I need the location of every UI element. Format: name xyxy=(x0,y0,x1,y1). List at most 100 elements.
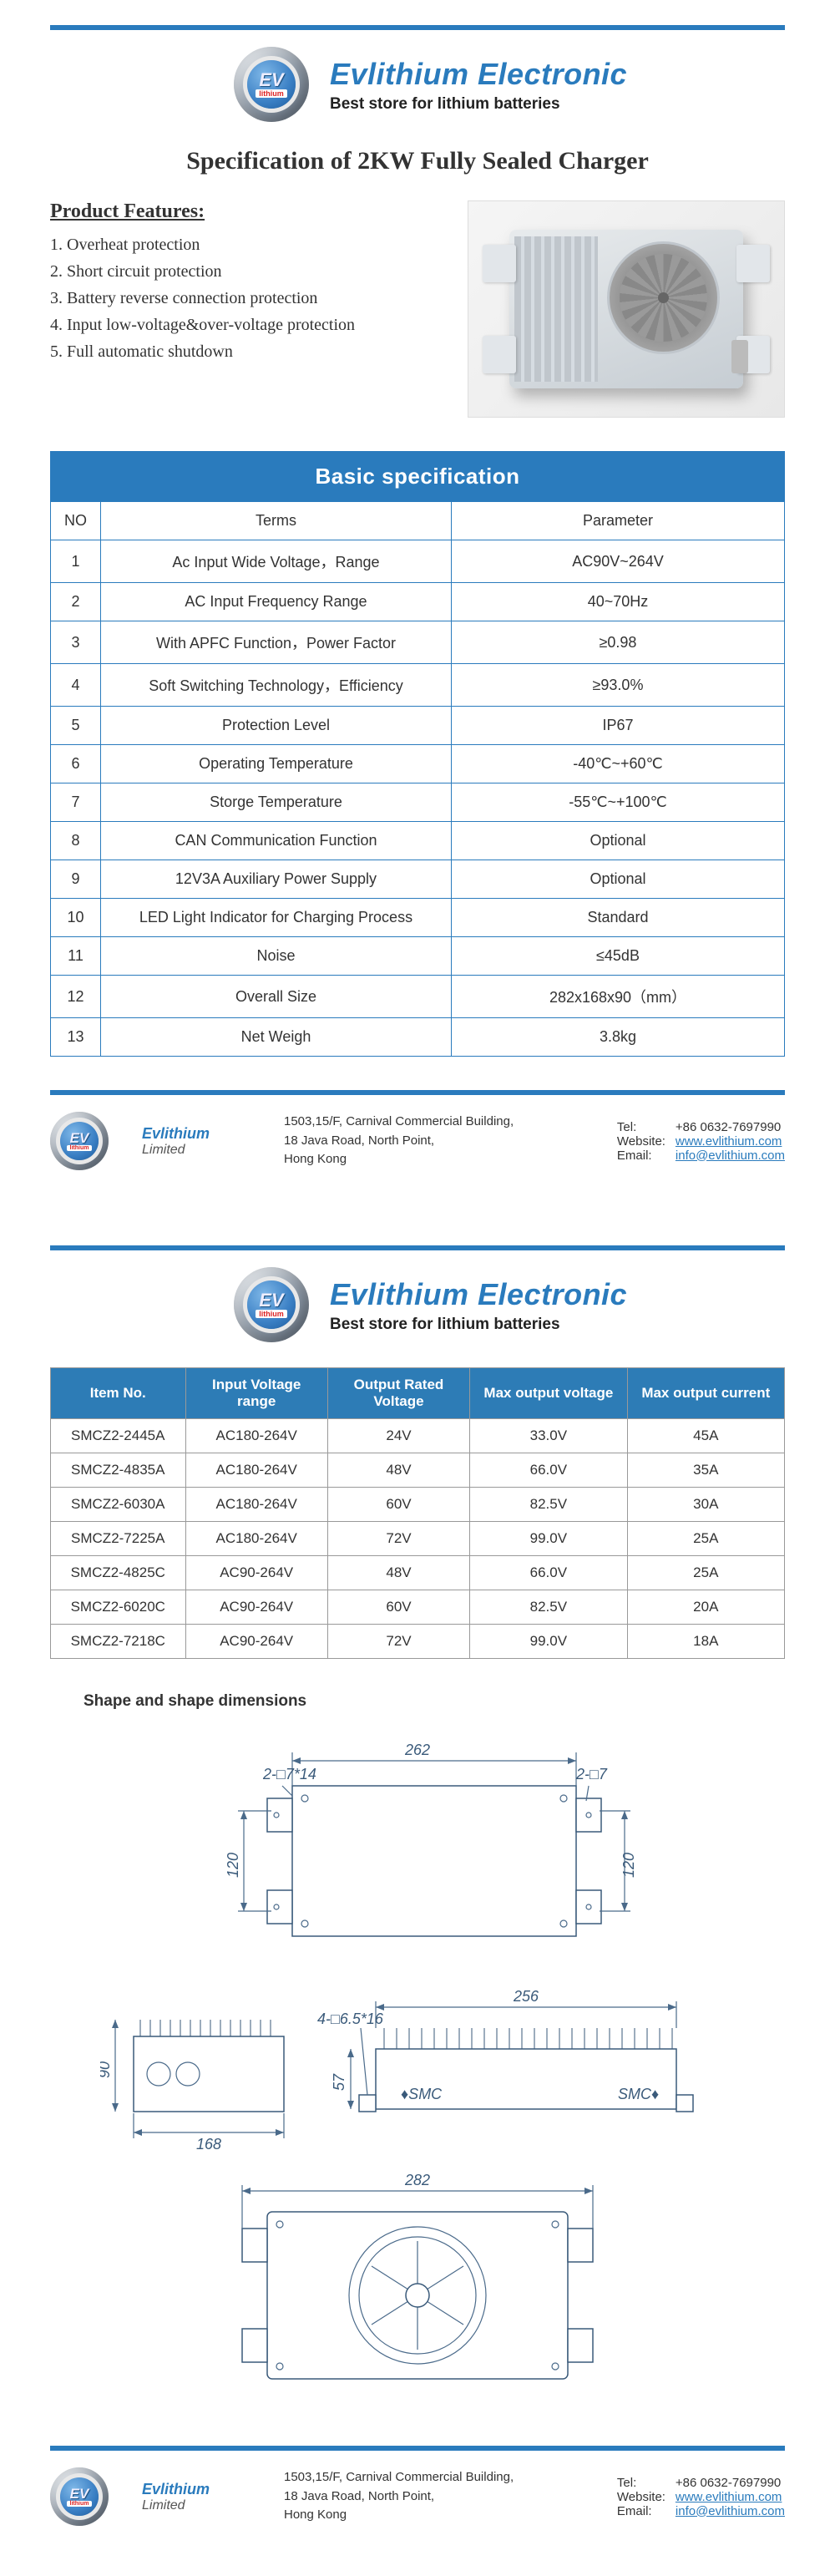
drawing-bottom-view: 282 xyxy=(184,2162,651,2412)
spec-cell-no: 4 xyxy=(51,664,101,707)
models-cell: AC180-264V xyxy=(185,1488,327,1522)
models-cell: AC180-264V xyxy=(185,1453,327,1488)
spec-cell-param: 3.8kg xyxy=(452,1018,785,1057)
footer-website-link[interactable]: www.evlithium.com xyxy=(676,1134,782,1149)
spec-row: 9 12V3A Auxiliary Power Supply Optional xyxy=(51,860,785,899)
models-cell: 99.0V xyxy=(470,1522,627,1556)
footer-logo: EV lithium xyxy=(50,1112,109,1170)
models-row: SMCZ2-7218CAC90-264V72V99.0V18A xyxy=(51,1625,785,1659)
models-cell: SMCZ2-7218C xyxy=(51,1625,186,1659)
spec-cell-param: 282x168x90（mm） xyxy=(452,976,785,1018)
dimension-drawings: 262 2-□7*14 2-□7 120 120 xyxy=(92,1727,743,2412)
logo-ev: EV xyxy=(259,71,283,89)
svg-text:168: 168 xyxy=(196,2136,221,2153)
spec-cell-no: 11 xyxy=(51,937,101,976)
spec-cell-no: 3 xyxy=(51,621,101,664)
svg-text:120: 120 xyxy=(620,1853,637,1878)
doc-title: Specification of 2KW Fully Sealed Charge… xyxy=(50,147,785,175)
feature-item: 2. Short circuit protection xyxy=(50,258,434,285)
svg-text:256: 256 xyxy=(513,1988,539,2005)
models-cell: SMCZ2-6020C xyxy=(51,1590,186,1625)
spec-cell-no: 9 xyxy=(51,860,101,899)
spec-cell-no: 5 xyxy=(51,707,101,745)
models-cell: 48V xyxy=(327,1453,469,1488)
models-cell: SMCZ2-4825C xyxy=(51,1556,186,1590)
footer-limited: Limited xyxy=(142,1143,250,1158)
models-cell: 72V xyxy=(327,1522,469,1556)
models-cell: 33.0V xyxy=(470,1419,627,1453)
spec-cell-term: Net Weigh xyxy=(101,1018,452,1057)
spec-row: 8 CAN Communication Function Optional xyxy=(51,822,785,860)
svg-text:120: 120 xyxy=(225,1853,241,1878)
footer-brand: Evlithium xyxy=(142,1125,250,1143)
spec-cell-term: LED Light Indicator for Charging Process xyxy=(101,899,452,937)
models-cell: 82.5V xyxy=(470,1488,627,1522)
models-cell: 60V xyxy=(327,1590,469,1625)
spec-row: 2 AC Input Frequency Range 40~70Hz xyxy=(51,583,785,621)
models-cell: SMCZ2-6030A xyxy=(51,1488,186,1522)
brand-title: Evlithium Electronic xyxy=(330,1277,627,1312)
features-list: 1. Overheat protection 2. Short circuit … xyxy=(50,231,434,365)
spec-cell-no: 12 xyxy=(51,976,101,1018)
spec-head-no: NO xyxy=(51,502,101,540)
shape-title: Shape and shape dimensions xyxy=(84,1692,785,1711)
spec-row: 6 Operating Temperature -40℃~+60℃ xyxy=(51,745,785,783)
spec-cell-no: 2 xyxy=(51,583,101,621)
spec-cell-term: Soft Switching Technology，Efficiency xyxy=(101,664,452,707)
spec-cell-param: IP67 xyxy=(452,707,785,745)
spec-cell-param: 40~70Hz xyxy=(452,583,785,621)
footer-email-link[interactable]: info@evlithium.com xyxy=(676,1149,785,1163)
models-cell: 72V xyxy=(327,1625,469,1659)
models-cell: SMCZ2-7225A xyxy=(51,1522,186,1556)
svg-text:57: 57 xyxy=(331,2073,347,2091)
svg-text:2-□7: 2-□7 xyxy=(575,1766,608,1782)
models-cell: 20A xyxy=(627,1590,784,1625)
models-cell: AC90-264V xyxy=(185,1590,327,1625)
spec-table: Basic specification NO Terms Parameter 1… xyxy=(50,451,785,1057)
models-cell: SMCZ2-2445A xyxy=(51,1419,186,1453)
brand-title: Evlithium Electronic xyxy=(330,57,627,92)
spec-cell-param: -40℃~+60℃ xyxy=(452,745,785,783)
models-cell: AC180-264V xyxy=(185,1419,327,1453)
models-row: SMCZ2-2445AAC180-264V24V33.0V45A xyxy=(51,1419,785,1453)
brand-logo: EV lithium xyxy=(234,47,309,122)
footer-website-link[interactable]: www.evlithium.com xyxy=(676,2490,782,2504)
spec-cell-term: 12V3A Auxiliary Power Supply xyxy=(101,860,452,899)
top-rule xyxy=(50,25,785,30)
spec-cell-no: 7 xyxy=(51,783,101,822)
spec-row: 1 Ac Input Wide Voltage，Range AC90V~264V xyxy=(51,540,785,583)
drawing-side-front: 90 168 ♦SMC xyxy=(100,1978,735,2162)
models-cell: 66.0V xyxy=(470,1453,627,1488)
spec-cell-term: Ac Input Wide Voltage，Range xyxy=(101,540,452,583)
product-photo xyxy=(468,200,785,418)
spec-cell-no: 13 xyxy=(51,1018,101,1057)
models-cell: 18A xyxy=(627,1625,784,1659)
spec-row: 4 Soft Switching Technology，Efficiency ≥… xyxy=(51,664,785,707)
footer-address: 1503,15/F, Carnival Commercial Building,… xyxy=(284,1113,514,1169)
spec-cell-param: -55℃~+100℃ xyxy=(452,783,785,822)
models-cell: AC90-264V xyxy=(185,1625,327,1659)
models-row: SMCZ2-6020CAC90-264V60V82.5V20A xyxy=(51,1590,785,1625)
models-head-cell: Output Rated Voltage xyxy=(327,1368,469,1419)
footer-email-link[interactable]: info@evlithium.com xyxy=(676,2504,785,2518)
models-cell: 48V xyxy=(327,1556,469,1590)
spec-cell-term: Noise xyxy=(101,937,452,976)
svg-text:282: 282 xyxy=(404,2172,430,2188)
svg-text:SMC♦: SMC♦ xyxy=(618,2086,659,2102)
spec-cell-param: ≤45dB xyxy=(452,937,785,976)
models-head-cell: Input Voltage range xyxy=(185,1368,327,1419)
spec-cell-term: AC Input Frequency Range xyxy=(101,583,452,621)
spec-row: 5 Protection Level IP67 xyxy=(51,707,785,745)
spec-row: 11 Noise ≤45dB xyxy=(51,937,785,976)
spec-cell-param: Standard xyxy=(452,899,785,937)
models-row: SMCZ2-4825CAC90-264V48V66.0V25A xyxy=(51,1556,785,1590)
svg-text:262: 262 xyxy=(404,1742,430,1758)
models-row: SMCZ2-4835AAC180-264V48V66.0V35A xyxy=(51,1453,785,1488)
footer-logo: EV lithium xyxy=(50,2467,109,2526)
footer-brand: Evlithium xyxy=(142,2481,250,2498)
models-row: SMCZ2-7225AAC180-264V72V99.0V25A xyxy=(51,1522,785,1556)
models-cell: 35A xyxy=(627,1453,784,1488)
svg-text:2-□7*14: 2-□7*14 xyxy=(262,1766,316,1782)
spec-cell-param: ≥93.0% xyxy=(452,664,785,707)
spec-table-title: Basic specification xyxy=(51,452,785,502)
